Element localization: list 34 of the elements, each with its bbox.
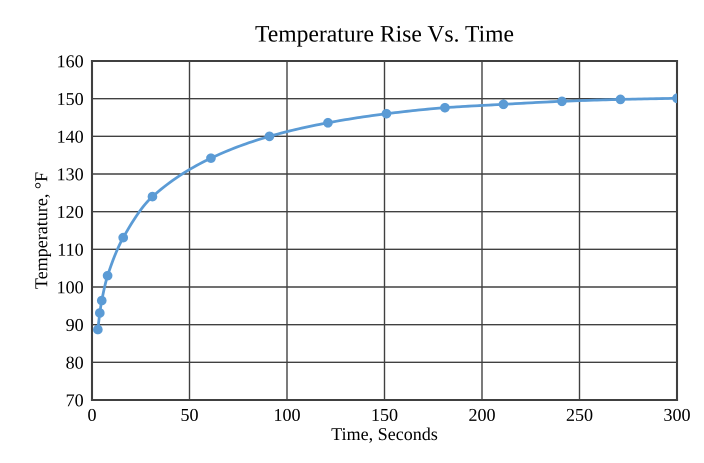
y-tick-label: 140 (58, 130, 83, 143)
point (382, 108, 392, 119)
point (323, 118, 333, 128)
point (498, 99, 508, 110)
point (264, 131, 274, 142)
point (148, 192, 158, 202)
point (557, 96, 567, 106)
point (440, 102, 450, 113)
y-tick-label: 160 (58, 55, 83, 68)
x-tick-label: 250 (566, 408, 592, 422)
x-axis-title: Time, Seconds (331, 427, 438, 443)
y-tick-label: 150 (58, 92, 83, 106)
y-axis-title: Temperature, °F (35, 172, 52, 289)
y-tick-label: 120 (58, 206, 83, 218)
y-tick-label: 110 (58, 244, 83, 256)
point (96, 296, 107, 306)
y-tick-label: 90 (66, 318, 83, 332)
y-tick-label: 100 (58, 281, 83, 294)
point (616, 94, 626, 104)
x-tick-label: 50 (182, 408, 198, 422)
chart-title: Temperature Rise Vs. Time (255, 26, 514, 47)
y-tick-label: 70 (66, 394, 83, 406)
point (92, 324, 103, 334)
y-tick-label: 80 (66, 356, 83, 369)
x-tick-label: 300 (664, 408, 690, 422)
x-tick-label: 100 (275, 408, 300, 422)
point (206, 153, 216, 164)
y-tick-label: 130 (58, 168, 83, 180)
point (94, 308, 105, 318)
x-tick-label: 0 (88, 408, 96, 422)
point (118, 232, 128, 243)
point (102, 270, 112, 281)
x-tick-label: 150 (372, 408, 398, 422)
x-tick-label: 200 (469, 408, 495, 422)
